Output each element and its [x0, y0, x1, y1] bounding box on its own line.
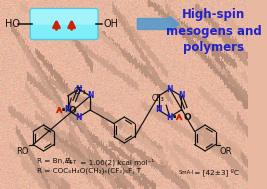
Text: CF₃: CF₃: [73, 87, 86, 96]
Text: SmA-I: SmA-I: [178, 170, 194, 175]
Text: ·: ·: [172, 111, 177, 125]
Text: N: N: [167, 84, 173, 94]
Text: ·: ·: [60, 104, 66, 118]
Text: N: N: [76, 112, 82, 122]
Text: OH: OH: [103, 19, 118, 29]
Text: S-T: S-T: [69, 160, 77, 165]
Text: N: N: [87, 91, 93, 101]
Text: OR: OR: [220, 147, 233, 156]
Text: O: O: [69, 106, 76, 115]
Text: = [42±3] ºC: = [42±3] ºC: [192, 168, 239, 176]
FancyBboxPatch shape: [30, 9, 98, 40]
FancyBboxPatch shape: [31, 9, 97, 25]
Text: High-spin
mesogens and
polymers: High-spin mesogens and polymers: [166, 8, 261, 54]
Text: N: N: [64, 105, 71, 115]
Text: = 1.06(2) kcal mol⁻¹: = 1.06(2) kcal mol⁻¹: [78, 158, 154, 166]
Text: N: N: [76, 84, 82, 94]
Text: N: N: [178, 91, 184, 101]
Text: O: O: [184, 113, 191, 122]
Text: N: N: [167, 112, 173, 122]
Text: R = COC₆H₄O(CH₂)₆(CF₂)₆F, T: R = COC₆H₄O(CH₂)₆(CF₂)₆F, T: [37, 168, 141, 174]
FancyArrow shape: [137, 16, 179, 32]
Text: HO: HO: [5, 19, 20, 29]
Text: N: N: [155, 105, 162, 115]
Text: E: E: [65, 158, 70, 164]
Text: RO: RO: [16, 147, 29, 156]
Text: CF₃: CF₃: [151, 94, 164, 103]
Text: R = Bn, Δ: R = Bn, Δ: [37, 158, 72, 164]
